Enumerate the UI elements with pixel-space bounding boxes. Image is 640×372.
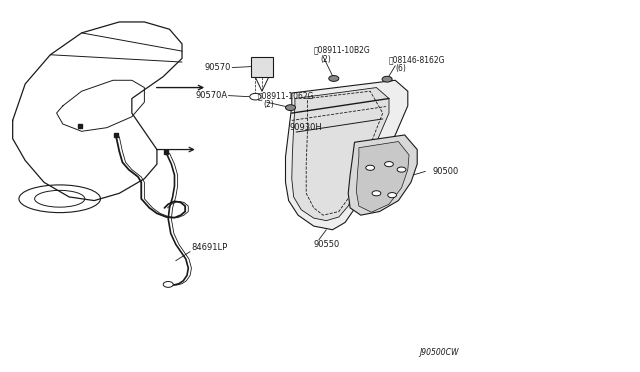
Text: 90570A: 90570A bbox=[195, 91, 227, 100]
Circle shape bbox=[329, 76, 339, 81]
Text: 90500: 90500 bbox=[433, 167, 459, 176]
Text: (6): (6) bbox=[396, 64, 406, 73]
Polygon shape bbox=[348, 135, 417, 215]
Text: Ⓑ08146-8162G: Ⓑ08146-8162G bbox=[389, 55, 445, 64]
Polygon shape bbox=[356, 141, 409, 212]
Circle shape bbox=[163, 282, 173, 287]
Circle shape bbox=[285, 105, 296, 110]
Text: 90570: 90570 bbox=[205, 63, 231, 72]
Text: ⓝ08911-1062G: ⓝ08911-1062G bbox=[257, 92, 314, 100]
Text: 90550: 90550 bbox=[314, 240, 340, 249]
Circle shape bbox=[397, 167, 406, 172]
Circle shape bbox=[388, 193, 397, 198]
Text: (2): (2) bbox=[320, 55, 331, 64]
Circle shape bbox=[250, 93, 261, 100]
Circle shape bbox=[385, 161, 394, 167]
Polygon shape bbox=[285, 80, 408, 230]
Circle shape bbox=[366, 165, 374, 170]
Text: 90930H: 90930H bbox=[290, 123, 323, 132]
Polygon shape bbox=[292, 87, 389, 221]
Text: ⓝ08911-10B2G: ⓝ08911-10B2G bbox=[314, 46, 371, 55]
Text: J90500CW: J90500CW bbox=[419, 348, 459, 357]
Text: (2): (2) bbox=[264, 100, 275, 109]
FancyBboxPatch shape bbox=[251, 57, 273, 77]
Circle shape bbox=[372, 191, 381, 196]
Circle shape bbox=[382, 76, 392, 82]
Text: 84691LP: 84691LP bbox=[191, 244, 228, 253]
